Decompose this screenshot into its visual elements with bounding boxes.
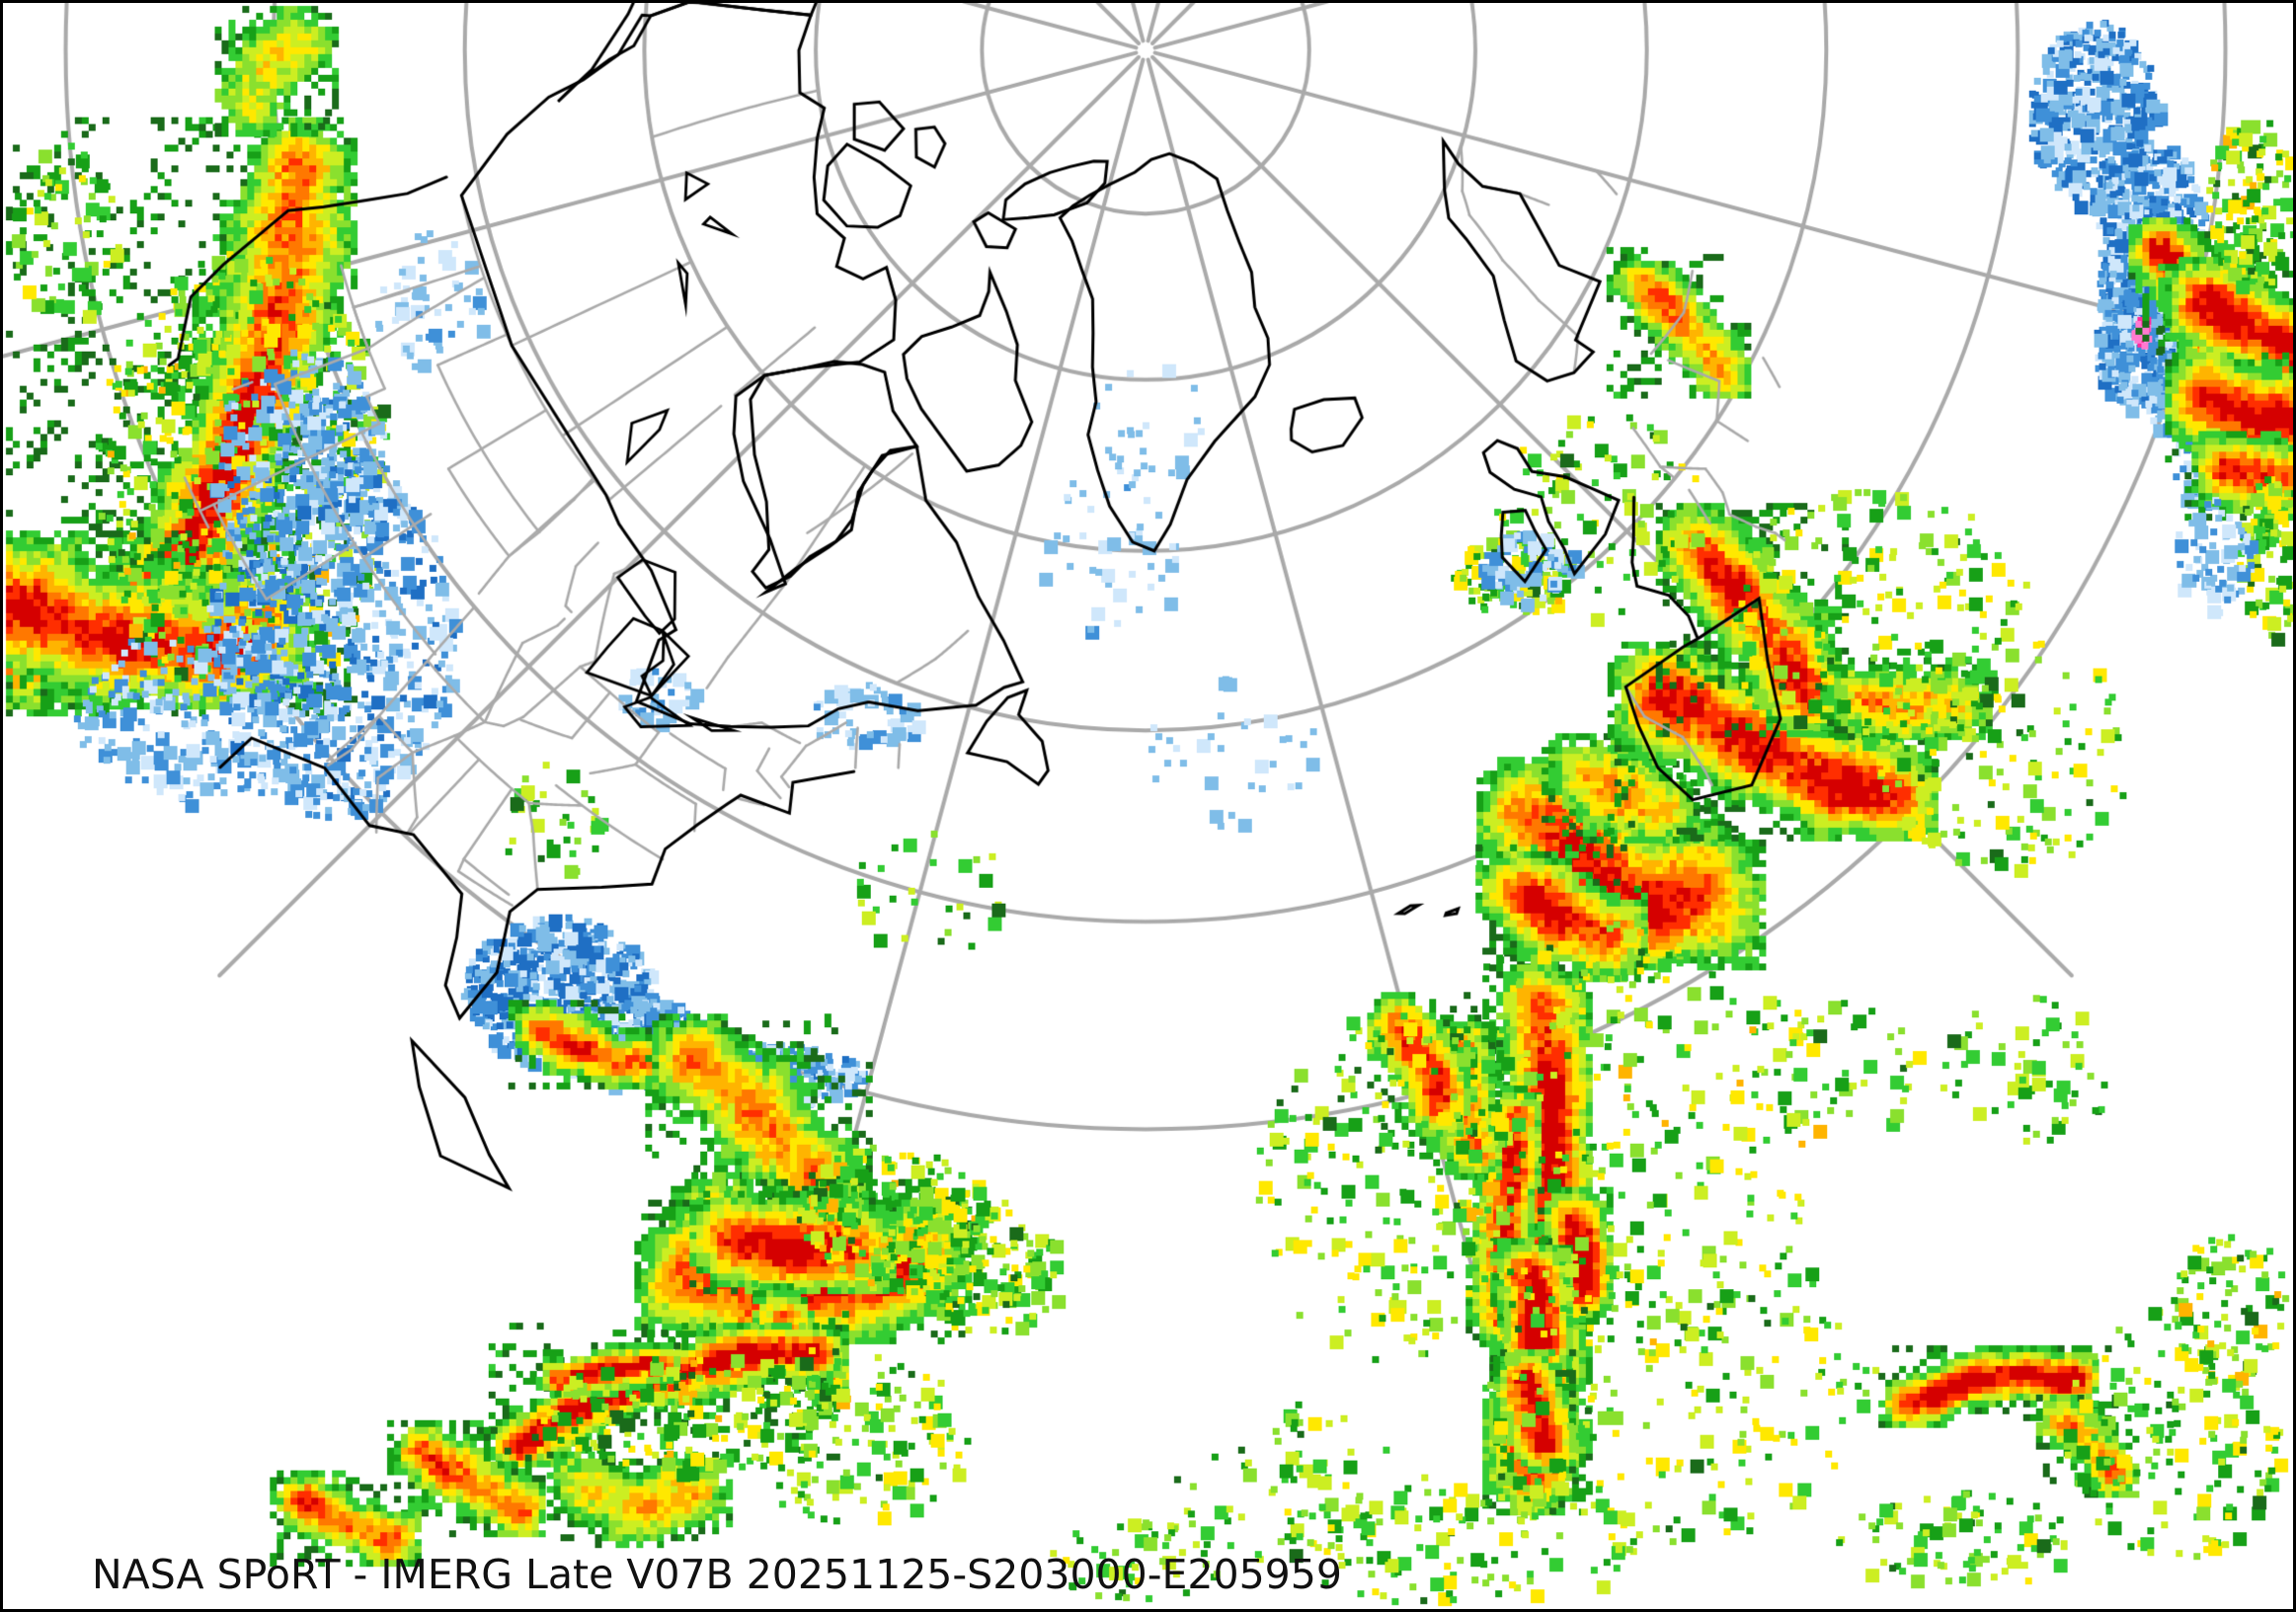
figure-caption: NASA SPoRT - IMERG Late V07B 20251125-S2… [92, 1551, 1342, 1598]
precipitation-raster [3, 3, 2293, 1609]
